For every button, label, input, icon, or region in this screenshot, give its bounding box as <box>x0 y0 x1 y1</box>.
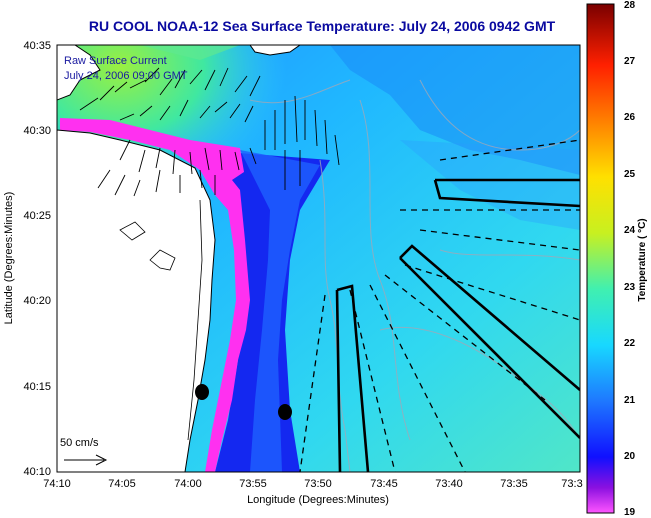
mooring-dot-2 <box>278 404 292 420</box>
barrier-island <box>187 199 203 441</box>
land-new-jersey <box>57 129 216 472</box>
temperature-colorbar: 28 27 26 25 24 23 22 21 20 19 Temperatur… <box>586 0 648 518</box>
x-axis-label: Longitude (Degrees:Minutes) <box>247 494 389 506</box>
colorbar-tick: 19 <box>624 507 636 518</box>
inland-waterways <box>119 221 176 271</box>
offshore-cool-band <box>400 140 580 230</box>
scale-label: 50 cm/s <box>60 437 99 449</box>
colorbar-tick: 22 <box>624 338 636 349</box>
green-patch <box>57 45 240 60</box>
colorbar-tick: 24 <box>624 225 636 236</box>
colorbar-tick: 28 <box>624 0 636 11</box>
longitude-axis: 74:10 74:05 74:00 73:55 73:50 73:45 73:4… <box>43 478 582 490</box>
colorbar-tick: 21 <box>624 395 636 406</box>
latitude-axis: 40:35 40:30 40:25 40:20 40:15 40:10 <box>23 40 51 478</box>
surface-current-vectors <box>79 67 340 197</box>
legend-line-1: Raw Surface Current <box>64 55 167 67</box>
sampling-boxes <box>335 178 580 472</box>
y-axis-label: Latitude (Degrees:Minutes) <box>3 192 15 325</box>
offshore-cool-patch <box>330 45 580 175</box>
lon-tick-label: 74:00 <box>174 478 202 490</box>
cold-band-inner <box>240 150 320 472</box>
legend-line-2: July 24, 2006 09:00 GMT <box>64 70 188 82</box>
bathymetry-contours <box>249 79 580 472</box>
lat-tick-label: 40:10 <box>23 466 51 478</box>
mooring-dot-1 <box>195 384 209 400</box>
upwelling-edge-magenta <box>60 118 250 472</box>
lat-tick-label: 40:25 <box>23 210 51 222</box>
lon-tick-label: 73:3 <box>561 478 582 490</box>
lon-tick-label: 73:35 <box>500 478 528 490</box>
map-frame <box>56 44 581 473</box>
lon-tick-label: 73:45 <box>370 478 398 490</box>
lon-tick-label: 74:10 <box>43 478 71 490</box>
land-north <box>57 45 101 101</box>
scale-arrow <box>64 454 108 466</box>
transect-dashed-lines <box>299 139 580 472</box>
figure-title: RU COOL NOAA-12 Sea Surface Temperature:… <box>89 18 556 34</box>
colorbar-tick: 27 <box>624 56 636 67</box>
lat-tick-label: 40:30 <box>23 125 51 137</box>
colorbar-label: Temperature ( °C) <box>637 218 648 301</box>
colorbar-tick: 25 <box>624 169 636 180</box>
map-panel <box>57 45 580 472</box>
colorbar-tick: 23 <box>624 282 636 293</box>
lat-tick-label: 40:35 <box>23 40 51 52</box>
colorbar-ramp <box>586 3 615 514</box>
lon-tick-label: 74:05 <box>108 478 136 490</box>
lat-tick-label: 40:15 <box>23 381 51 393</box>
lon-tick-label: 73:50 <box>304 478 332 490</box>
colorbar-tick: 26 <box>624 112 636 123</box>
lon-tick-label: 73:55 <box>239 478 267 490</box>
lon-tick-label: 73:40 <box>435 478 463 490</box>
land-long-island <box>249 45 301 56</box>
colorbar-tick: 20 <box>624 451 636 462</box>
lat-tick-label: 40:20 <box>23 295 51 307</box>
